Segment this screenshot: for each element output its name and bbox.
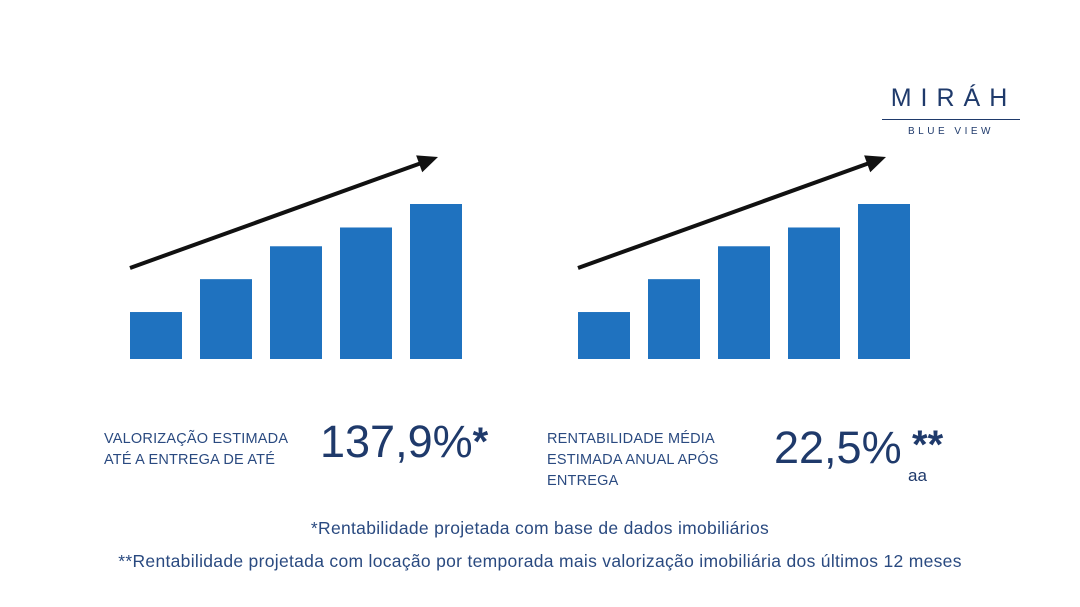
trend-arrow-shaft (129, 161, 422, 270)
right-metric-value: 22,5% (774, 422, 902, 473)
left-metric-label: VALORIZAÇÃO ESTIMADA ATÉ A ENTREGA DE AT… (104, 429, 288, 471)
brand-logo: MIRÁH BLUE VIEW (870, 84, 1028, 137)
logo-wordmark: MIRÁH (890, 84, 1017, 112)
trend-arrow-head (416, 155, 438, 173)
bar-left-3 (270, 246, 322, 359)
right-label-line1: RENTABILIDADE MÉDIA (547, 431, 715, 447)
left-metric-value-group: 137,9%* (320, 418, 488, 466)
right-label-line3: ENTREGA (547, 473, 619, 489)
bar-right-4 (788, 227, 840, 359)
bar-right-3 (718, 246, 770, 359)
right-metric-label: RENTABILIDADE MÉDIA ESTIMADA ANUAL APÓS … (547, 429, 719, 492)
footnote-1: *Rentabilidade projetada com base de dad… (310, 518, 770, 538)
left-label-line2: ATÉ A ENTREGA DE ATÉ (104, 452, 276, 468)
logo-subtitle: BLUE VIEW (908, 126, 994, 137)
left-label-line1: VALORIZAÇÃO ESTIMADA (104, 431, 289, 447)
right-metric-unit: aa (908, 466, 927, 485)
bar-left-4 (340, 227, 392, 359)
trend-arrow-shaft (577, 161, 870, 270)
growth-bar-chart-right (577, 155, 910, 359)
bar-right-2 (648, 279, 700, 359)
bar-right-1 (578, 312, 630, 359)
bar-right-5 (858, 204, 910, 359)
growth-bar-chart-left (129, 155, 462, 359)
bar-left-1 (130, 312, 182, 359)
right-metric-marker: ** (912, 423, 944, 467)
left-metric-marker: * (472, 420, 489, 464)
trend-arrow-head (864, 155, 886, 173)
logo-divider (882, 119, 1020, 120)
right-label-line2: ESTIMADA ANUAL APÓS (547, 452, 719, 468)
bar-left-5 (410, 204, 462, 359)
footnote-2: **Rentabilidade projetada com locação po… (118, 551, 962, 571)
left-metric-value: 137,9% (320, 416, 473, 467)
bar-left-2 (200, 279, 252, 359)
